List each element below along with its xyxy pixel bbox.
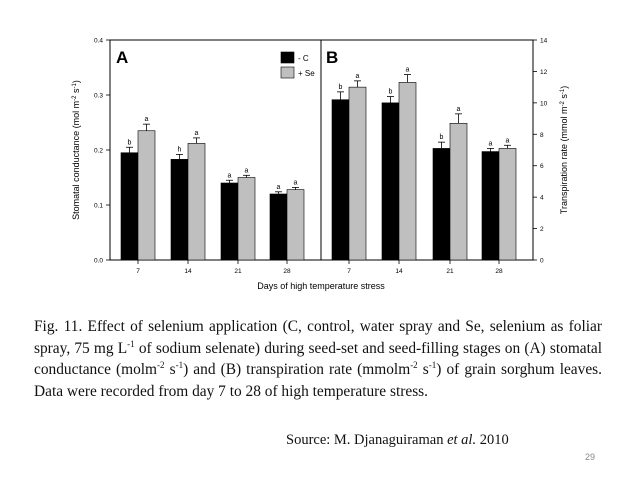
significance-letter: a [457, 106, 461, 113]
bar-chart-figure: 0.0 0.1 0.2 0.3 0.4 0 2 4 6 8 10 12 14 b h a a a a a a b b b a… [71, 38, 569, 292]
left-axis-label: Stomatal conductance (mol m-2 s-1) [71, 80, 81, 220]
y-tick-label-right: 2 [540, 226, 544, 233]
x-tick-label: 21 [234, 268, 242, 275]
significance-letter: a [277, 184, 281, 191]
x-tick-label: 14 [395, 268, 403, 275]
significance-letter: a [145, 116, 149, 123]
page-number: 29 [585, 452, 596, 462]
panel-label-b: B [326, 48, 338, 67]
significance-letter: b [389, 89, 393, 96]
significance-letter: a [406, 67, 410, 74]
significance-letter: b [128, 139, 132, 146]
significance-letter: a [294, 179, 298, 186]
x-tick-label: 7 [136, 268, 140, 275]
legend-label-control: - C [298, 54, 309, 63]
bar-se [187, 143, 206, 261]
significance-letter: a [245, 167, 249, 174]
x-tick-label: 7 [347, 268, 351, 275]
significance-letter: a [228, 172, 232, 179]
legend-swatch-se [280, 66, 295, 79]
y-tick-label-right: 12 [540, 69, 548, 76]
bar-control [432, 148, 451, 261]
significance-letter: a [489, 140, 493, 147]
y-tick-label: 0.1 [94, 203, 103, 210]
y-tick-label-right: 8 [540, 132, 544, 139]
bar-se [498, 148, 517, 261]
legend-label-se: + Se [298, 69, 315, 78]
bar-se [237, 177, 256, 261]
y-tick-label: 0.0 [94, 258, 103, 265]
bar-se [398, 82, 417, 261]
bar-se [348, 86, 367, 261]
figure-caption: Fig. 11. Effect of selenium application … [34, 318, 603, 400]
y-tick-label-right: 0 [540, 258, 544, 265]
significance-letter: b [339, 84, 343, 91]
x-tick-labels: 7 14 21 28 7 14 21 28 [136, 260, 503, 275]
bar-control [381, 102, 400, 261]
y-tick-label-right: 6 [540, 163, 544, 170]
significance-letter: a [356, 73, 360, 80]
significance-letter: a [195, 130, 199, 137]
bar-se [137, 130, 156, 261]
significance-letter: a [506, 137, 510, 144]
y-tick-label: 0.2 [94, 148, 103, 155]
y-tick-label-right: 4 [540, 195, 544, 202]
significance-letter: h [178, 146, 182, 153]
right-axis-ticks: 0 2 4 6 8 10 12 14 [533, 38, 548, 265]
x-tick-label: 28 [283, 268, 291, 275]
legend-swatch-control [280, 51, 295, 64]
bar-control [269, 193, 288, 261]
bar-control [170, 159, 189, 261]
x-tick-label: 28 [495, 268, 503, 275]
bar-control [120, 152, 139, 261]
y-tick-label: 0.4 [94, 38, 103, 45]
bar-se [449, 122, 468, 261]
x-tick-label: 21 [446, 268, 454, 275]
legend: - C + Se [280, 51, 315, 79]
left-axis-ticks: 0.0 0.1 0.2 0.3 0.4 [94, 38, 110, 265]
bars: b h a a a a a a b b b a a a a a [120, 67, 517, 261]
y-tick-label-right: 10 [540, 100, 548, 107]
bar-control [481, 151, 500, 261]
y-tick-label-right: 14 [540, 38, 548, 45]
x-axis-label: Days of high temperature stress [257, 281, 385, 291]
significance-letter: b [440, 134, 444, 141]
y-tick-label: 0.3 [94, 93, 103, 100]
x-tick-label: 14 [184, 268, 192, 275]
bar-control [220, 182, 239, 261]
bar-control [331, 99, 350, 261]
bar-se [286, 189, 305, 261]
source-citation: Source: M. Djanaguiraman et al. 2010 [286, 432, 509, 448]
panel-label-a: A [116, 48, 128, 67]
right-axis-label: Transpiration rate (mmol m-2 s-1) [559, 86, 569, 214]
